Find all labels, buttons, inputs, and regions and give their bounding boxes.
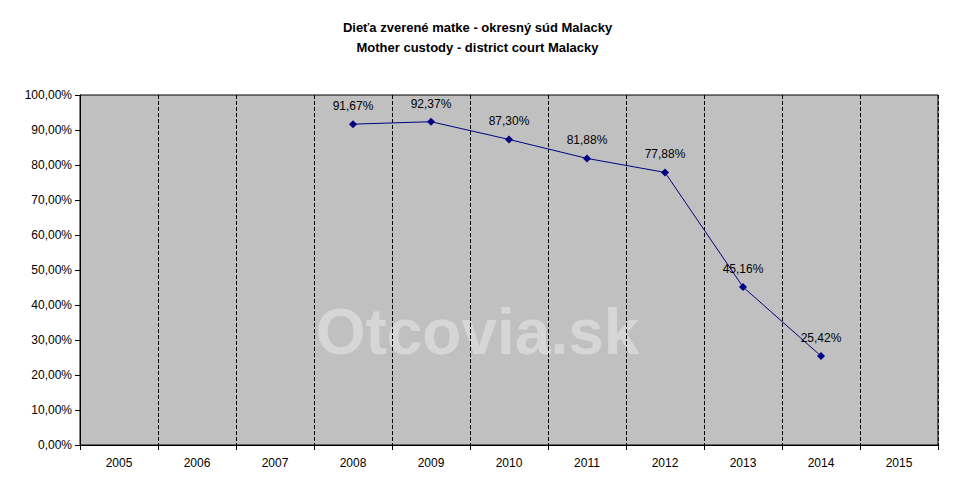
svg-text:Otcovia.sk: Otcovia.sk (316, 296, 640, 368)
svg-text:50,00%: 50,00% (31, 263, 72, 277)
svg-text:45,16%: 45,16% (723, 262, 764, 276)
svg-text:25,42%: 25,42% (801, 331, 842, 345)
svg-text:20,00%: 20,00% (31, 368, 72, 382)
svg-text:2012: 2012 (652, 456, 679, 470)
svg-text:2015: 2015 (886, 456, 913, 470)
svg-text:2010: 2010 (496, 456, 523, 470)
svg-text:2007: 2007 (262, 456, 289, 470)
svg-text:60,00%: 60,00% (31, 228, 72, 242)
svg-text:77,88%: 77,88% (645, 147, 686, 161)
svg-text:87,30%: 87,30% (489, 114, 530, 128)
svg-text:2008: 2008 (340, 456, 367, 470)
svg-text:2006: 2006 (184, 456, 211, 470)
svg-text:91,67%: 91,67% (333, 99, 374, 113)
svg-text:70,00%: 70,00% (31, 193, 72, 207)
svg-text:40,00%: 40,00% (31, 298, 72, 312)
svg-text:Dieťa zverené matke - okresný: Dieťa zverené matke - okresný súd Malack… (343, 20, 613, 35)
svg-text:90,00%: 90,00% (31, 123, 72, 137)
svg-text:2013: 2013 (730, 456, 757, 470)
svg-text:2009: 2009 (418, 456, 445, 470)
svg-text:30,00%: 30,00% (31, 333, 72, 347)
svg-text:0,00%: 0,00% (38, 438, 72, 452)
svg-text:2014: 2014 (808, 456, 835, 470)
svg-text:100,00%: 100,00% (25, 88, 73, 102)
svg-text:81,88%: 81,88% (567, 133, 608, 147)
svg-text:Mother custody - district cour: Mother custody - district court Malacky (357, 40, 600, 55)
svg-text:92,37%: 92,37% (411, 97, 452, 111)
svg-text:2005: 2005 (106, 456, 133, 470)
svg-text:2011: 2011 (574, 456, 600, 470)
svg-text:80,00%: 80,00% (31, 158, 72, 172)
svg-text:10,00%: 10,00% (31, 403, 72, 417)
